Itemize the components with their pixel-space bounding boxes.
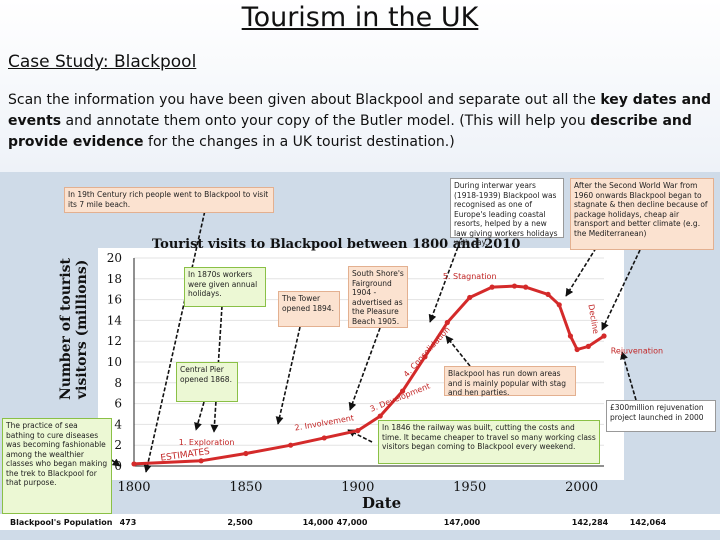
population-bar <box>0 514 720 530</box>
data-point <box>489 284 495 290</box>
population-value: 2,500 <box>227 518 253 527</box>
slide-title: Tourism in the UK <box>241 2 479 33</box>
population-value: 142,284 <box>572 518 609 527</box>
data-point <box>377 413 383 419</box>
population-values: 473 2,500 14,000 47,000 147,000 142,284 142,06… <box>120 518 667 527</box>
data-point <box>511 283 518 289</box>
data-point <box>574 346 580 353</box>
note-rich-people: In 19th Century rich people went to Blac… <box>64 187 274 213</box>
data-point <box>444 319 450 326</box>
note-interwar: During interwar years (1918-1939) Blackp… <box>450 178 564 247</box>
annotation-arrow <box>565 247 597 297</box>
intro-text-2: and annotate them onto your copy of the … <box>61 113 591 129</box>
note-tower: The Tower opened 1894. <box>278 291 340 327</box>
x-tick-label: 1850 <box>229 480 262 495</box>
note-run-down: Blackpool has run down areas and is main… <box>444 366 576 397</box>
y-tick-label: 16 <box>107 293 122 307</box>
data-point <box>567 333 574 339</box>
data-point <box>545 291 551 297</box>
population-value: 142,064 <box>630 518 667 527</box>
annotation-arrow <box>428 235 463 323</box>
annotation-arrow <box>601 249 641 331</box>
slide-subtitle: Case Study: Blackpool <box>8 52 197 72</box>
population-value: 14,000 <box>303 518 334 527</box>
annotation-arrow <box>275 326 301 425</box>
data-point <box>288 442 294 448</box>
label-exploration: 1. Exploration <box>179 438 235 447</box>
x-tick-label: 1900 <box>341 480 374 495</box>
label-stagnation: 5. Stagnation <box>443 272 497 281</box>
y-tick-label: 8 <box>114 376 122 390</box>
data-point <box>556 302 562 308</box>
intro-bold-1: key dates and events <box>8 92 712 129</box>
note-railway: In 1846 the railway was built, cutting t… <box>378 420 600 464</box>
population-value: 473 <box>120 518 137 527</box>
label-rejuvenation: Rejuvenation <box>611 347 663 356</box>
note-central-pier: Central Pier opened 1868. <box>176 362 238 402</box>
x-axis-ticks: 1800 1850 1900 1950 2000 <box>117 480 598 495</box>
data-point <box>355 428 361 434</box>
data-point <box>321 435 327 441</box>
y-tick-label: 0 <box>114 459 122 473</box>
note-after-ww2: After the Second World War from 1960 onw… <box>570 178 714 250</box>
x-tick-label: 1950 <box>453 480 486 495</box>
series-points <box>131 283 607 467</box>
intro-paragraph: Scan the information you have been given… <box>8 90 712 153</box>
population-value: 147,000 <box>444 518 481 527</box>
population-label: Blackpool's Population <box>10 518 113 527</box>
series-line <box>133 284 605 466</box>
intro-text-1: Scan the information you have been given… <box>8 92 601 108</box>
slide-header <box>0 0 720 172</box>
y-tick-label: 12 <box>107 334 122 348</box>
data-point <box>467 294 473 301</box>
note-sea-bathing: The practice of sea bathing to cure dise… <box>2 418 112 514</box>
note-fairground: South Shore's Fairground 1904 - advertis… <box>348 266 408 328</box>
x-tick-label: 1800 <box>117 480 150 495</box>
y-tick-label: 14 <box>107 313 123 327</box>
intro-bold-2: describe and provide evidence <box>8 113 692 150</box>
y-tick-label: 2 <box>114 438 122 452</box>
annotation-arrow <box>620 351 637 401</box>
x-axis-title: Date <box>362 494 402 512</box>
annotation-arrow <box>143 205 207 473</box>
note-annual-holidays: In 1870s workers were given annual holid… <box>184 267 266 307</box>
population-value: 47,000 <box>337 518 368 527</box>
x-tick-label: 2000 <box>565 480 598 495</box>
annotation-arrow <box>347 429 373 443</box>
data-point <box>585 343 591 349</box>
annotation-arrow <box>194 401 205 431</box>
y-tick-label: 18 <box>107 272 122 286</box>
data-point <box>198 458 204 464</box>
data-point <box>422 354 428 360</box>
data-point <box>243 450 249 457</box>
y-tick-label: 6 <box>114 397 122 411</box>
y-tick-label: 4 <box>114 417 122 431</box>
annotation-arrow <box>348 327 381 411</box>
y-tick-label: 10 <box>107 355 122 369</box>
intro-text-3: for the changes in a UK tourist destinat… <box>143 134 455 150</box>
data-point <box>399 388 406 394</box>
data-point <box>523 284 529 290</box>
note-rejuvenation-project: £300million rejuvenation project launche… <box>606 400 716 432</box>
y-tick-label: 20 <box>107 251 122 265</box>
chart-title: Tourist visits to Blackpool between 1800… <box>152 237 521 252</box>
y-axis-title: Number of tourist visitors (millions) <box>58 258 90 400</box>
data-point <box>601 333 607 339</box>
data-point <box>131 461 137 467</box>
annotation-arrow <box>445 335 471 367</box>
